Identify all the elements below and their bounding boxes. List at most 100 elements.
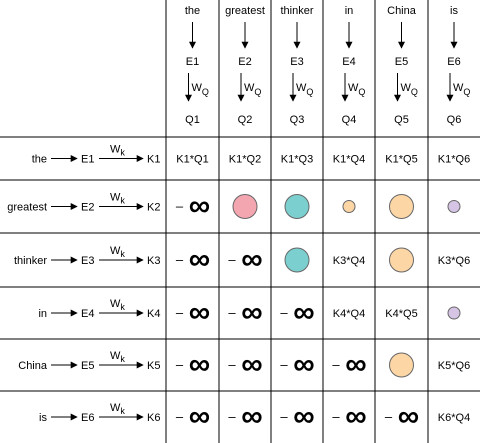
wk-label: Wk — [110, 144, 125, 158]
infinity-symbol: ∞ — [241, 243, 262, 276]
negative-infinity: – ∞ — [228, 243, 262, 276]
minus-sign: – — [176, 252, 184, 267]
row-key: K2 — [147, 202, 160, 214]
negative-infinity: – ∞ — [176, 296, 210, 329]
row-embedding: E5 — [81, 360, 94, 372]
attention-weight-circle — [447, 200, 461, 213]
header-query: Q3 — [290, 114, 305, 126]
score-label: K5*Q6 — [438, 360, 470, 372]
row-word: thinker — [14, 255, 47, 267]
attention-weight-circle — [389, 247, 414, 273]
row-key: K6 — [147, 412, 160, 424]
negative-infinity: – ∞ — [280, 348, 314, 381]
row-word: in — [38, 308, 47, 320]
header-word: thinker — [280, 5, 313, 17]
header-embedding: E1 — [186, 56, 199, 68]
header-word: in — [345, 5, 354, 17]
minus-sign: – — [228, 357, 236, 372]
infinity-symbol: ∞ — [293, 348, 314, 381]
wk-label: Wk — [110, 298, 125, 312]
header-query: Q4 — [342, 114, 357, 126]
attention-weight-circle — [232, 194, 258, 219]
infinity-symbol: ∞ — [189, 400, 210, 433]
minus-sign: – — [228, 409, 236, 424]
infinity-symbol: ∞ — [189, 190, 210, 223]
score-label: K3*Q6 — [438, 255, 470, 267]
wq-label: WQ — [192, 82, 209, 97]
minus-sign: – — [332, 357, 340, 372]
negative-infinity: – ∞ — [280, 296, 314, 329]
row-word: is — [39, 412, 47, 424]
attention-weight-circle — [389, 194, 414, 219]
row-embedding: E6 — [81, 412, 94, 424]
header-embedding: E3 — [290, 56, 303, 68]
row-embedding: E1 — [81, 154, 94, 166]
key-row-labels: the E1 Wk K1 greatest E2 Wk K2 thinker E3 Wk K3 in E4… — [7, 144, 160, 425]
wq-label: WQ — [348, 82, 365, 97]
row-word: the — [32, 154, 47, 166]
wk-label: Wk — [110, 192, 125, 206]
minus-sign: – — [228, 305, 236, 320]
attention-weight-circle — [342, 200, 356, 213]
wq-label: WQ — [401, 82, 418, 97]
wq-label: WQ — [244, 82, 261, 97]
header-word: is — [450, 5, 458, 17]
row-embedding: E3 — [81, 255, 94, 267]
header-query: Q5 — [394, 114, 409, 126]
infinity-symbol: ∞ — [345, 400, 366, 433]
attention-weight-circle — [389, 352, 414, 378]
score-label: K1*Q2 — [229, 154, 261, 166]
row-key: K4 — [147, 308, 160, 320]
row-key: K5 — [147, 360, 160, 372]
wk-label: Wk — [110, 245, 125, 259]
attention-weight-circle — [284, 247, 310, 273]
infinity-symbol: ∞ — [241, 400, 262, 433]
score-label: K1*Q1 — [176, 154, 208, 166]
row-embedding: E4 — [81, 308, 94, 320]
wq-label: WQ — [453, 82, 470, 97]
wk-label: Wk — [110, 350, 125, 364]
infinity-symbol: ∞ — [189, 296, 210, 329]
wk-label: Wk — [110, 402, 125, 416]
negative-infinity: – ∞ — [176, 243, 210, 276]
negative-infinity: – ∞ — [228, 400, 262, 433]
row-word: China — [18, 360, 48, 372]
negative-infinity: – ∞ — [332, 400, 366, 433]
wq-label: WQ — [296, 82, 313, 97]
score-label: K1*Q3 — [281, 154, 313, 166]
negative-infinity: – ∞ — [280, 400, 314, 433]
header-query: Q2 — [238, 114, 253, 126]
score-label: K3*Q4 — [333, 255, 365, 267]
minus-sign: – — [176, 305, 184, 320]
query-header: the E1 WQ Q1 greatest E2 WQ Q2 thinker E3 WQ Q3 in E4… — [185, 5, 471, 126]
minus-sign: – — [332, 409, 340, 424]
infinity-symbol: ∞ — [398, 400, 419, 433]
minus-sign: – — [280, 357, 288, 372]
infinity-symbol: ∞ — [345, 348, 366, 381]
minus-sign: – — [385, 409, 393, 424]
header-query: Q6 — [447, 114, 462, 126]
header-embedding: E4 — [342, 56, 355, 68]
row-key: K3 — [147, 255, 160, 267]
negative-infinity: – ∞ — [228, 296, 262, 329]
score-label: K6*Q4 — [438, 412, 470, 424]
header-word: greatest — [225, 5, 265, 17]
infinity-symbol: ∞ — [293, 400, 314, 433]
header-word: the — [185, 5, 200, 17]
minus-sign: – — [228, 252, 236, 267]
negative-infinity: – ∞ — [176, 348, 210, 381]
header-embedding: E2 — [238, 56, 251, 68]
score-label: K4*Q5 — [385, 308, 417, 320]
attention-weight-circle — [284, 194, 310, 219]
infinity-symbol: ∞ — [293, 296, 314, 329]
score-label: K4*Q4 — [333, 308, 365, 320]
score-label: K1*Q4 — [333, 154, 365, 166]
negative-infinity: – ∞ — [332, 348, 366, 381]
negative-infinity: – ∞ — [176, 190, 210, 223]
minus-sign: – — [280, 409, 288, 424]
infinity-symbol: ∞ — [241, 348, 262, 381]
score-label: K1*Q5 — [385, 154, 417, 166]
score-label: K1*Q6 — [438, 154, 470, 166]
